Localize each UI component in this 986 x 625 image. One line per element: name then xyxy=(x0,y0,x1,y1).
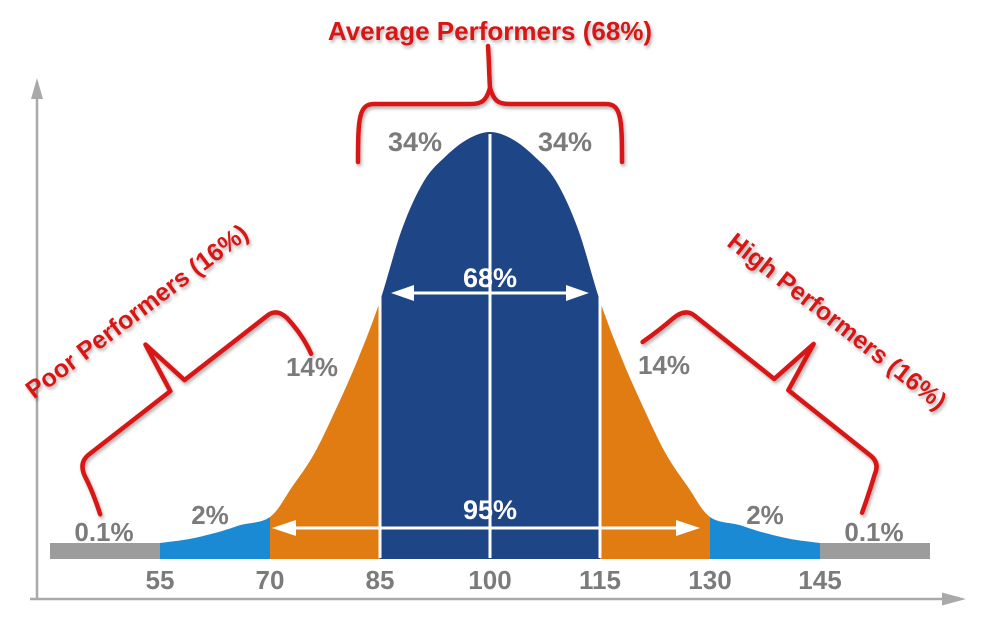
axes xyxy=(30,78,966,606)
x-tick-label: 130 xyxy=(688,565,731,595)
segment-label-tail-right: 0.1% xyxy=(844,517,903,547)
segment-label-34-right: 34% xyxy=(538,127,592,157)
group-label-poor-performers: Poor Performers (16%) xyxy=(21,219,254,404)
curve-segment-55-70 xyxy=(160,517,270,559)
span-label-68: 68% xyxy=(463,263,517,293)
brace-average-connector xyxy=(485,43,493,91)
segment-label-2-right: 2% xyxy=(746,500,784,530)
x-tick-label: 100 xyxy=(468,565,511,595)
group-label-high-performers: High Performers (16%) xyxy=(722,228,952,416)
curve-segment-70-85 xyxy=(270,301,380,559)
span-95-arrow xyxy=(272,520,700,536)
segment-label-14-right: 14% xyxy=(638,350,690,380)
curve-fills xyxy=(50,132,930,559)
tail-bar-right xyxy=(820,543,930,559)
segment-label-34-left: 34% xyxy=(388,127,442,157)
span-68-arrow xyxy=(391,285,589,301)
segment-label-2-left: 2% xyxy=(191,500,229,530)
x-tick-label: 145 xyxy=(798,565,841,595)
x-axis-arrowhead xyxy=(942,592,966,606)
x-tick-label: 70 xyxy=(256,565,285,595)
segment-label-14-left: 14% xyxy=(286,352,338,382)
brace-poor-performers xyxy=(80,310,314,517)
x-tick-labels: 55 70 85 100 115 130 145 xyxy=(146,565,842,595)
x-tick-label: 115 xyxy=(579,565,621,595)
tail-bar-left xyxy=(50,543,160,559)
x-tick-label: 55 xyxy=(146,565,175,595)
x-tick-label: 85 xyxy=(366,565,395,595)
brace-high-performers xyxy=(640,310,879,515)
curve-segment-115-130 xyxy=(600,301,710,559)
curve-segment-130-145 xyxy=(710,517,820,559)
y-axis-arrowhead xyxy=(31,78,43,99)
group-label-average-performers: Average Performers (68%) xyxy=(328,16,652,46)
span-label-95: 95% xyxy=(463,495,517,525)
segment-label-tail-left: 0.1% xyxy=(74,517,133,547)
